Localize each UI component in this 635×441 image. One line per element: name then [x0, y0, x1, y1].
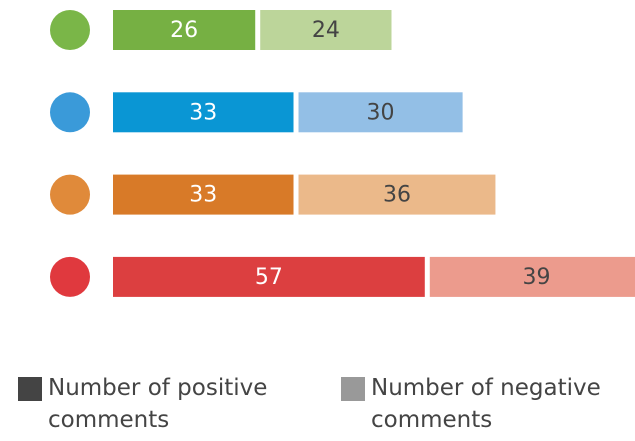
bar-segment — [113, 10, 256, 50]
value-label: 24 — [312, 18, 340, 43]
bar-segment — [113, 256, 425, 297]
bar-segment — [298, 92, 463, 133]
legend-label: Number of negative comments — [371, 375, 601, 433]
legend-swatch — [18, 377, 42, 401]
category-marker — [50, 256, 90, 297]
category-marker — [50, 174, 90, 215]
value-label: 57 — [255, 265, 283, 290]
value-label: 30 — [367, 100, 395, 125]
bar-segment — [298, 174, 496, 215]
legend-label: Number of positive comments — [48, 375, 268, 433]
legend-swatch — [341, 377, 365, 401]
value-label: 33 — [189, 100, 217, 125]
legend-item: Number of positive comments — [18, 372, 293, 436]
value-label: 33 — [189, 183, 217, 208]
bar-segment — [113, 174, 294, 215]
value-label: 26 — [170, 18, 198, 43]
bar-segment — [429, 256, 635, 297]
bar-segment — [113, 92, 294, 133]
value-label: 36 — [383, 183, 411, 208]
value-label: 39 — [522, 265, 550, 290]
bar-segment — [260, 10, 392, 50]
category-marker — [50, 92, 90, 133]
legend-item: Number of negative comments — [341, 372, 616, 436]
category-marker — [50, 10, 90, 50]
